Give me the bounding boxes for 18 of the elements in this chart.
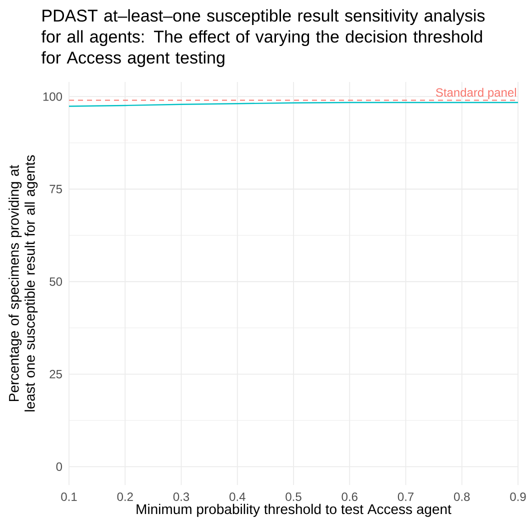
x-tick-label: 0.3: [173, 492, 190, 502]
y-tick-label: 50: [50, 277, 62, 286]
x-tick-label: 0.4: [230, 492, 246, 502]
x-tick-label: 0.6: [342, 492, 358, 502]
x-tick-label: 0.9: [510, 492, 526, 502]
x-tick-label: 0.5: [286, 492, 302, 502]
y-tick-label: 25: [50, 370, 62, 378]
x-tick-label: 0.2: [117, 492, 133, 502]
y-axis-title: Percentage of specimens providing at least one susceptible result for all agents: [8, 155, 38, 412]
x-tick-label: 0.8: [454, 492, 470, 502]
x-tick-label: 0.1: [61, 492, 77, 502]
y-tick-label: 75: [50, 184, 62, 194]
x-tick-label: 0.7: [398, 492, 414, 502]
ref-line-label: Standard panel: [436, 88, 516, 100]
y-tick-label: 100: [43, 92, 62, 101]
x-axis-title: Minimum probability threshold to test Access agent: [136, 504, 452, 517]
y-tick-label: 0: [56, 462, 62, 471]
chart-title: PDAST at–least–one susceptible result sensitivity analysis for all agents: The effect of varying the decision threshold for Access agent testing: [41, 9, 485, 68]
